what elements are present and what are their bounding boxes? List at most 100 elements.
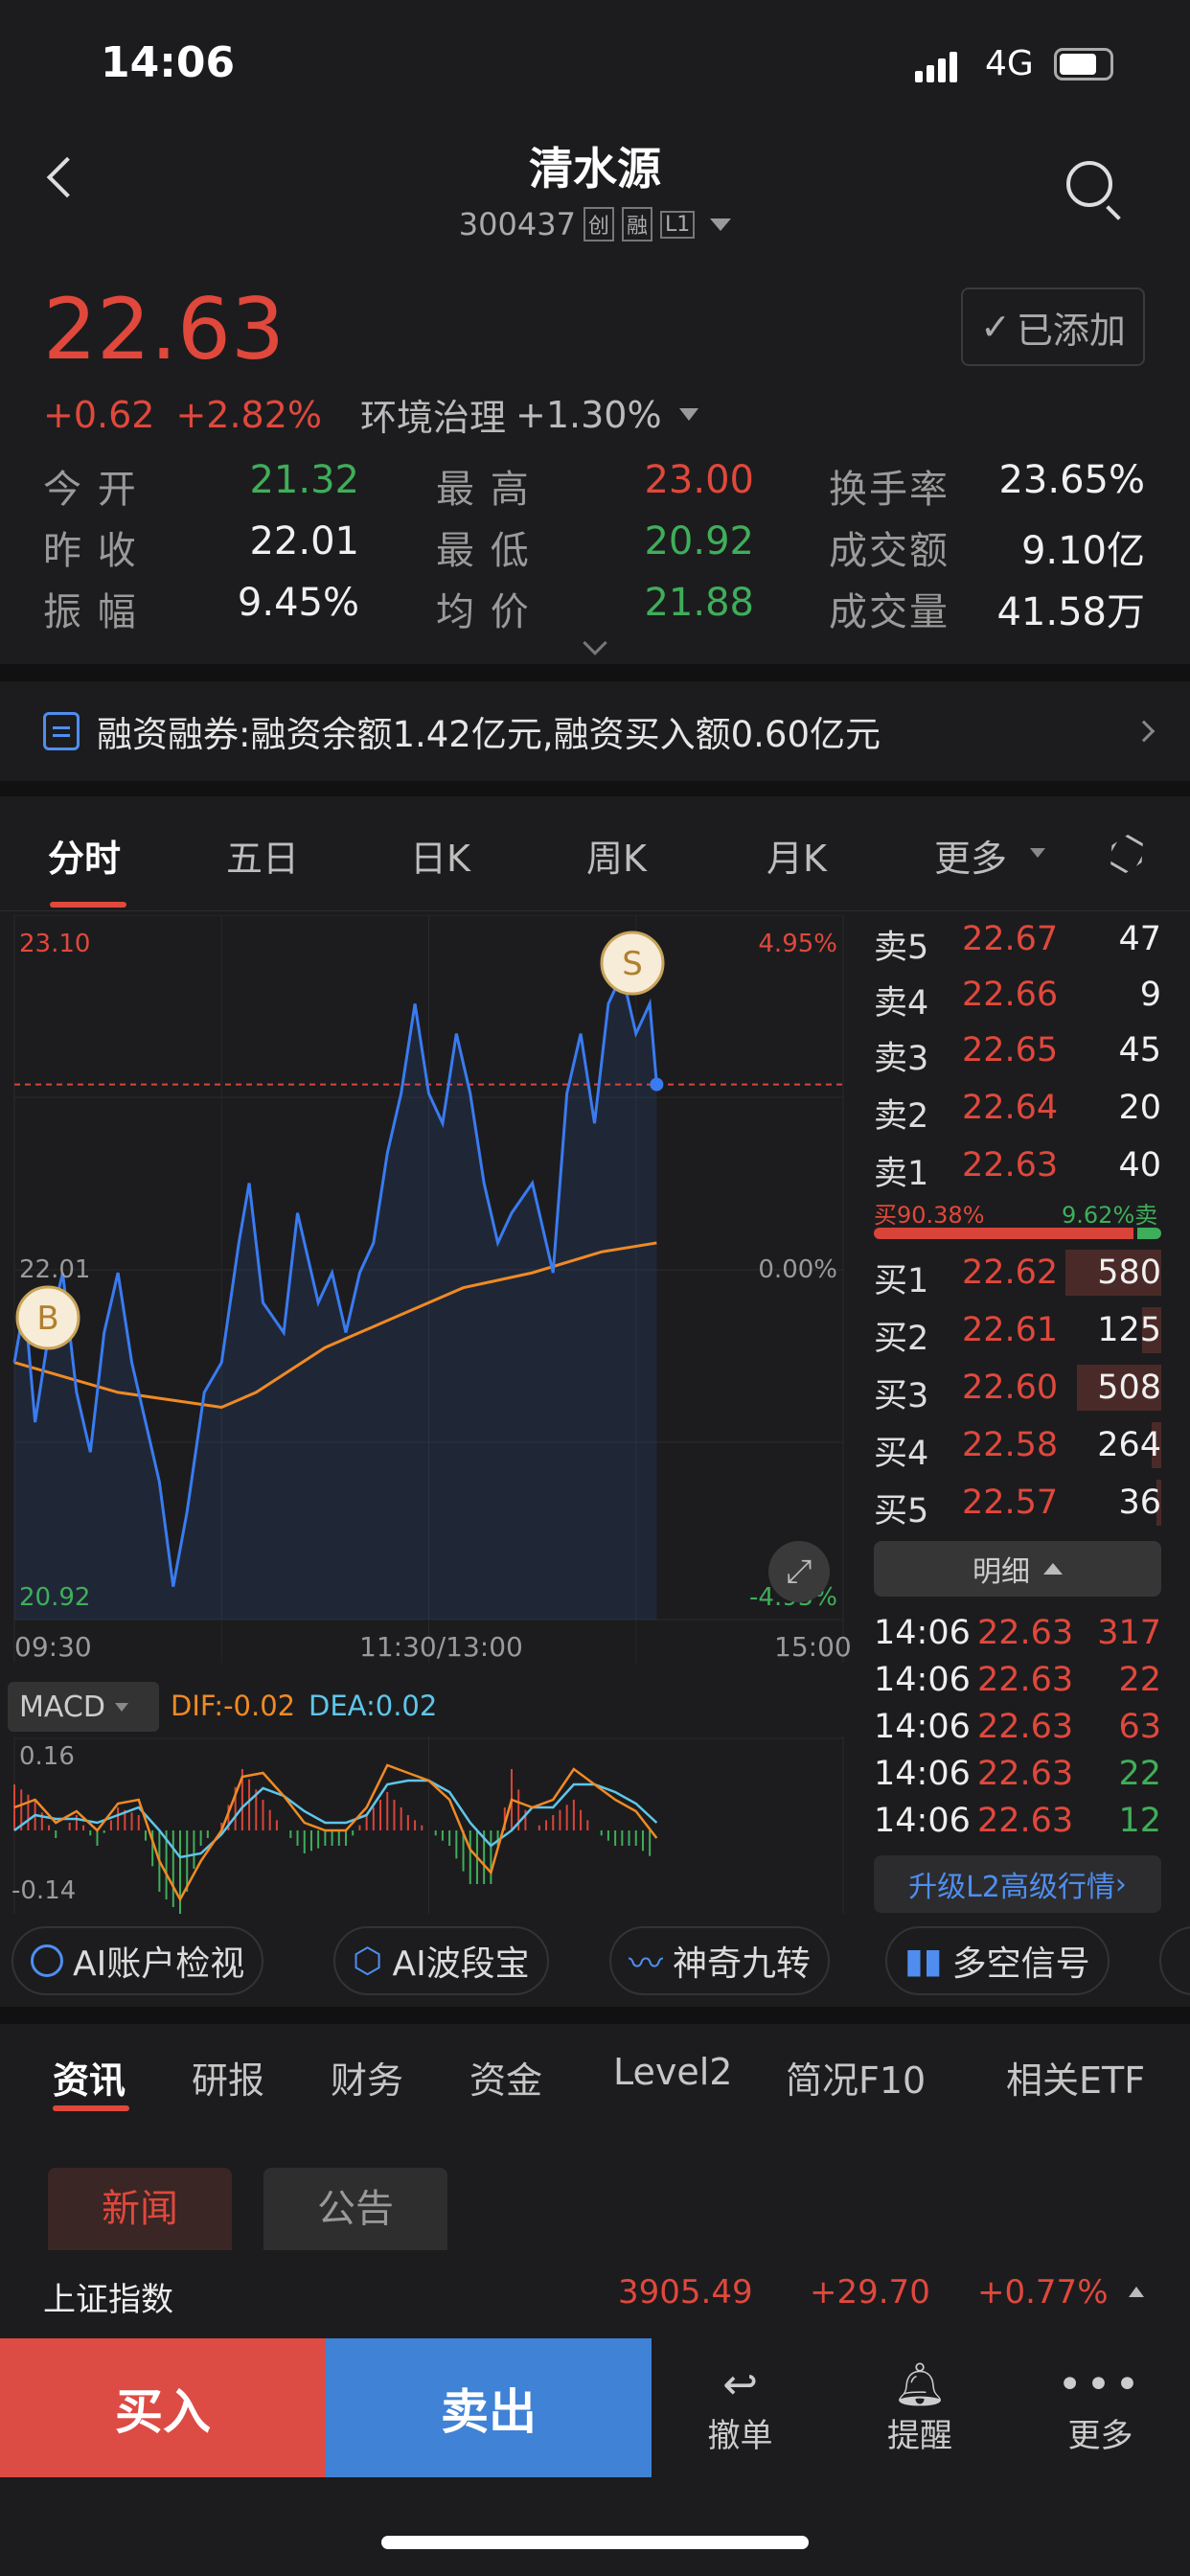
margin-banner[interactable]: 融资融券:融资余额1.42亿元,融资买入额0.60亿元 xyxy=(0,681,1190,781)
tab-chart-4[interactable]: 月K xyxy=(767,838,827,880)
tab-chart-5[interactable]: 更多 xyxy=(934,838,1008,880)
indicator-select[interactable]: MACD xyxy=(8,1682,159,1732)
level-price: 22.58 xyxy=(962,1426,1059,1464)
tab-news-1[interactable]: 研报 xyxy=(192,2059,265,2102)
bell-icon: 🔔︎ xyxy=(893,2360,947,2409)
chip-ai-account[interactable]: AI账户检视 xyxy=(11,1926,264,1995)
bid-row[interactable]: 买1 22.62 580 xyxy=(874,1254,1161,1300)
chip-nine-turn[interactable]: 〰神奇九转 xyxy=(609,1926,831,1995)
sub-tab-announcement[interactable]: 公告 xyxy=(263,2168,447,2250)
cancel-label: 撤单 xyxy=(707,2416,773,2455)
ask-row[interactable]: 卖2 22.64 20 xyxy=(874,1089,1161,1136)
stock-title: 清水源 xyxy=(529,143,661,195)
level-volume: 508 xyxy=(1097,1368,1161,1407)
dif-value: DIF:-0.02 xyxy=(171,1690,296,1722)
sell-ratio-label: 9.62%卖 xyxy=(1062,1202,1158,1229)
level-volume: 264 xyxy=(1097,1426,1161,1464)
watch-label: 已添加 xyxy=(1016,309,1126,352)
sell-ratio-bar xyxy=(1137,1228,1161,1239)
caret-up-icon xyxy=(1129,2287,1144,2297)
watchlist-button[interactable]: ✓ 已添加 xyxy=(961,288,1145,366)
sector-pct: +1.30% xyxy=(515,393,662,436)
stat-label: 今 开 xyxy=(43,468,138,512)
level-label: 卖5 xyxy=(874,929,929,967)
bid-volume-bar xyxy=(1156,1480,1161,1526)
chip-label: AI账户检视 xyxy=(73,1944,245,1984)
price-area xyxy=(14,974,657,1620)
level-price: 22.67 xyxy=(962,920,1059,958)
search-button[interactable] xyxy=(1066,161,1121,220)
bid-row[interactable]: 买3 22.60 508 xyxy=(874,1368,1161,1415)
sell-marker xyxy=(600,931,665,996)
level-label: 卖2 xyxy=(874,1097,929,1136)
stock-code-row[interactable]: 300437 创 融 L1 xyxy=(0,206,1190,242)
trade-price: 22.63 xyxy=(977,1802,1074,1840)
level-volume: 45 xyxy=(1118,1031,1161,1070)
tab-news-3[interactable]: 资金 xyxy=(469,2059,543,2102)
level-price: 22.62 xyxy=(962,1254,1059,1292)
buy-button[interactable]: 买入 xyxy=(0,2338,326,2477)
chip-label: 多空信号 xyxy=(951,1944,1090,1984)
tab-news-0[interactable]: 资讯 xyxy=(53,2059,126,2102)
tab-news-2[interactable]: 财务 xyxy=(331,2059,404,2102)
alert-button[interactable]: 🔔︎ 提醒 xyxy=(829,2338,1011,2477)
tab-news-4[interactable]: Level2 xyxy=(613,2051,733,2093)
level-price: 22.66 xyxy=(962,976,1059,1014)
chart-settings-icon[interactable] xyxy=(1103,830,1150,877)
expand-chart-button[interactable]: ⤢ xyxy=(768,1541,830,1602)
check-icon: ✓ xyxy=(980,306,1011,348)
stat-value: 20.92 xyxy=(644,519,754,564)
tab-chart-3[interactable]: 周K xyxy=(586,838,647,880)
trade-time: 14:06 xyxy=(874,1614,971,1652)
tag: L1 xyxy=(659,210,696,239)
ask-row[interactable]: 卖3 22.65 45 xyxy=(874,1031,1161,1078)
tab-news-5[interactable]: 简况F10 xyxy=(786,2059,927,2102)
trade-price: 22.63 xyxy=(977,1708,1074,1746)
bid-row[interactable]: 买5 22.57 36 xyxy=(874,1484,1161,1530)
tab-news-6[interactable]: 相关ETF xyxy=(1006,2059,1146,2102)
stat-row: 振 幅 9.45% 均 价 21.88 成交量 41.58万 xyxy=(43,581,1145,638)
ask-row[interactable]: 卖1 22.63 40 xyxy=(874,1146,1161,1193)
chip-long-short[interactable]: ▮▮ 多空信号 xyxy=(885,1926,1110,1995)
tab-chart-1[interactable]: 五日 xyxy=(226,838,300,880)
level-label: 买5 xyxy=(874,1492,929,1530)
chip-ai-band[interactable]: ⬡ AI波段宝 xyxy=(333,1926,549,1995)
level-label: 买3 xyxy=(874,1377,929,1415)
stat-label: 最 高 xyxy=(436,468,531,512)
ask-row[interactable]: 卖4 22.66 9 xyxy=(874,976,1161,1023)
more-button[interactable]: ••• 更多 xyxy=(1011,2338,1190,2477)
stat-value: 41.58万 xyxy=(996,590,1145,634)
index-ticker[interactable]: 上证指数 3905.49 +29.70 +0.77% xyxy=(0,2250,1190,2338)
price-change-pct: +2.82% xyxy=(175,393,323,436)
sector-link[interactable]: 环境治理 +1.30% xyxy=(360,388,698,441)
trade-time: 14:06 xyxy=(874,1802,971,1840)
detail-toggle-button[interactable]: 明细 xyxy=(874,1541,1161,1597)
chevron-right-icon xyxy=(1133,720,1156,743)
ask-row[interactable]: 卖5 22.67 47 xyxy=(874,920,1161,967)
intraday-chart[interactable]: BS xyxy=(0,915,853,1663)
cancel-order-button[interactable]: ↩ 撤单 xyxy=(652,2338,829,2477)
trade-list[interactable]: 14:06 22.63 317 14:06 22.63 22 14:06 22.63 63 14:… xyxy=(0,1610,1190,1852)
trade-volume: 317 xyxy=(1097,1614,1161,1652)
sub-tab-news[interactable]: 新闻 xyxy=(48,2168,232,2250)
bid-row[interactable]: 买2 22.61 125 xyxy=(874,1311,1161,1358)
time-end: 15:00 xyxy=(774,1631,852,1663)
level-volume: 36 xyxy=(1118,1484,1161,1522)
last-price-dot xyxy=(650,1077,664,1092)
sell-button[interactable]: 卖出 xyxy=(326,2338,652,2477)
bid-row[interactable]: 买4 22.58 264 xyxy=(874,1426,1161,1473)
tab-underline xyxy=(50,902,126,908)
time-start: 09:30 xyxy=(14,1631,92,1663)
level-volume: 40 xyxy=(1118,1146,1161,1184)
level-price: 22.60 xyxy=(962,1368,1059,1407)
stat-label: 成交额 xyxy=(829,529,950,573)
upgrade-l2-button[interactable]: 升级L2高级行情 › xyxy=(874,1855,1161,1913)
buy-ratio-label: 买90.38% xyxy=(874,1202,985,1229)
chip-more[interactable] xyxy=(1159,1926,1190,1995)
tab-chart-2[interactable]: 日K xyxy=(410,838,470,880)
avg-price-line xyxy=(13,1241,657,1410)
tab-chart-0[interactable]: 分时 xyxy=(48,838,122,880)
home-indicator[interactable] xyxy=(381,2536,809,2549)
margin-text: 融资融券:融资余额1.42亿元,融资买入额0.60亿元 xyxy=(97,714,881,755)
trade-time: 14:06 xyxy=(874,1755,971,1793)
